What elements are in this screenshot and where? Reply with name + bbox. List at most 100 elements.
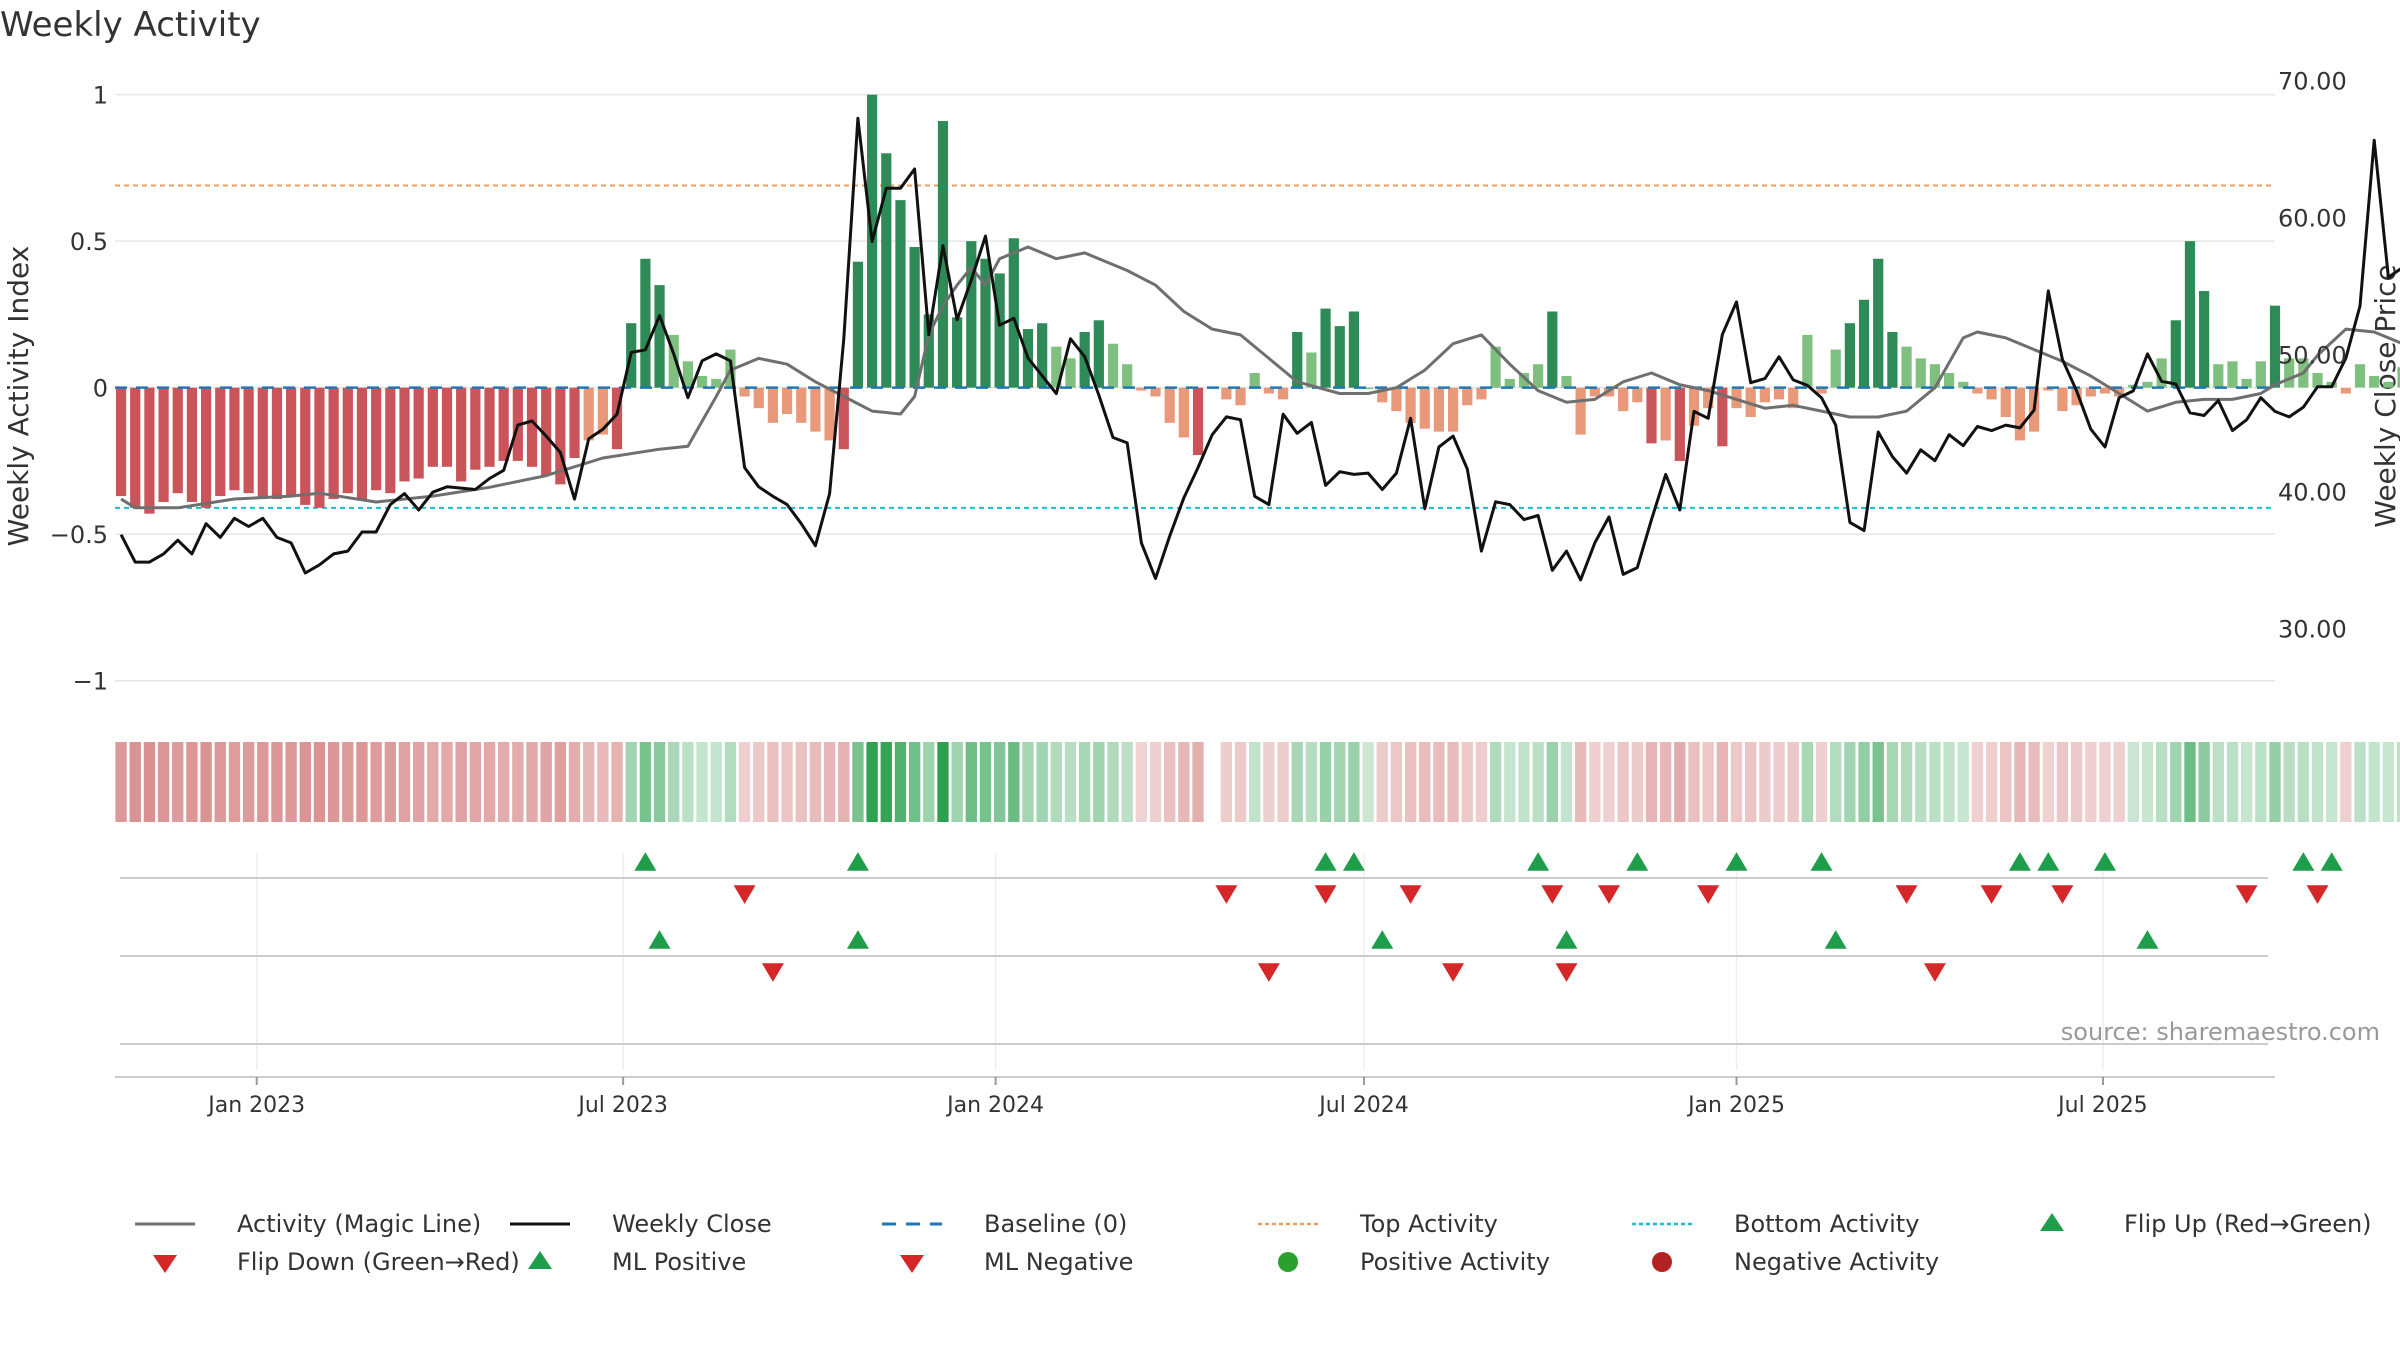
flip-up-marker [1527, 852, 1550, 871]
y-tick-label-left: −1 [73, 668, 108, 696]
activity-bar [2014, 387, 2026, 441]
legend-label: Positive Activity [1360, 1248, 1550, 1276]
flip-up-marker [846, 852, 869, 871]
heat-strip-cell [1121, 742, 1133, 822]
heat-strip-cell [327, 742, 340, 822]
activity-bar [115, 387, 127, 497]
activity-bar [2213, 364, 2224, 388]
heat-strip-cell [2042, 742, 2054, 822]
heat-strip-cell [710, 742, 722, 822]
heat-strip-cell [2155, 742, 2168, 822]
heat-strip-cell [1149, 742, 1162, 822]
activity-bar [668, 334, 679, 388]
flip-up-marker [634, 852, 657, 871]
heat-strip-cell [2127, 742, 2139, 822]
activity-bar [1150, 387, 1161, 397]
activity-bar [1377, 387, 1388, 403]
activity-bar [2269, 305, 2281, 388]
heat-strip-cell [908, 742, 921, 822]
legend-label: Negative Activity [1734, 1248, 1939, 1276]
heat-strip-cell [398, 742, 411, 822]
activity-bar [1008, 238, 1019, 388]
flip-down-marker [2051, 885, 2074, 904]
y-tick-label-right: 30.00 [2278, 616, 2347, 644]
activity-bar [2284, 358, 2295, 388]
activity-bar [2071, 387, 2082, 406]
activity-bar [1164, 387, 1175, 423]
series-lines [119, 116, 2400, 582]
heat-strip-cell [186, 742, 198, 822]
activity-bar [2057, 387, 2068, 412]
activity-bar [1830, 349, 1841, 388]
flip-up-marker [2093, 852, 2116, 871]
heat-strip-cell [880, 742, 892, 822]
y-axis-label-left: Weekly Activity Index [2, 246, 35, 547]
heat-strip-cell [1164, 742, 1176, 822]
heat-strip-cell [285, 742, 297, 822]
heat-strip-cell [1915, 742, 1927, 822]
flip-up-marker [2008, 852, 2031, 871]
activity-bar [1618, 387, 1629, 412]
activity-bar [1858, 299, 1870, 388]
activity-bar [257, 387, 268, 500]
heat-strip-cell [993, 742, 1006, 822]
heat-strip-cell [1929, 742, 1941, 822]
activity-bar [810, 387, 821, 432]
activity-bar [342, 387, 353, 494]
flip-down-marker [1597, 885, 1620, 904]
heat-strip-cell [115, 742, 127, 822]
activity-bar [781, 387, 793, 415]
legend-item: ML Positive [528, 1248, 746, 1276]
activity-bar [1788, 387, 1799, 409]
heat-strip-cell [2240, 742, 2253, 822]
activity-bar [1901, 346, 1912, 388]
heat-strip-cell [1716, 742, 1729, 822]
activity-bar [1759, 387, 1770, 403]
heat-strip-cell [313, 742, 326, 822]
activity-bar [356, 387, 368, 500]
y-tick-label-right: 50.00 [2278, 342, 2347, 370]
activity-bar [569, 387, 580, 458]
activity-bar [300, 387, 311, 505]
legend-label: Flip Down (Green→Red) [237, 1248, 520, 1276]
heat-strip-cell [1787, 742, 1799, 822]
heat-strip-cell [597, 742, 609, 822]
flip-down-marker [1697, 885, 1720, 904]
activity-bar [229, 387, 240, 491]
activity-bar [2383, 381, 2394, 388]
ml-positive-marker [648, 930, 671, 949]
heat-strip-cell [809, 742, 822, 822]
heat-strip-cell [342, 742, 354, 822]
heat-strip-cell [1305, 742, 1318, 822]
heat-strip-cell [2056, 742, 2069, 822]
heat-strip-cell [1560, 742, 1573, 822]
source-credit: source: sharemaestro.com [2061, 1018, 2380, 1046]
activity-bar [470, 387, 481, 470]
legend-item: Bottom Activity [1632, 1210, 1919, 1238]
heat-strip-cell [1362, 742, 1374, 822]
activity-bar [200, 387, 212, 508]
heat-strip-cell [2297, 742, 2310, 822]
activity-bar [753, 387, 764, 409]
heat-strip-cell [271, 742, 283, 822]
heat-strip-cell [2255, 742, 2267, 822]
heat-strip-cell [512, 742, 524, 822]
activity-bar [456, 387, 467, 482]
activity-bar [1107, 343, 1119, 388]
heat-strip-cell [653, 742, 666, 822]
heat-strip-cell [937, 742, 949, 822]
flip-down-marker [2306, 885, 2329, 904]
activity-bar [1533, 364, 1544, 388]
activity-bar [895, 200, 906, 388]
heat-strip-cell [1631, 742, 1643, 822]
activity-bar [1518, 373, 1530, 388]
activity-bar [1391, 387, 1402, 412]
magic-line [120, 245, 2400, 510]
activity-bar [1589, 387, 1600, 397]
heat-strip-cell [242, 742, 255, 822]
heat-strip-cell [143, 742, 156, 822]
heat-strip-cell [639, 742, 652, 822]
heat-strip-cell [427, 742, 439, 822]
heat-strip-cell [228, 742, 241, 822]
activity-bar [541, 387, 552, 476]
